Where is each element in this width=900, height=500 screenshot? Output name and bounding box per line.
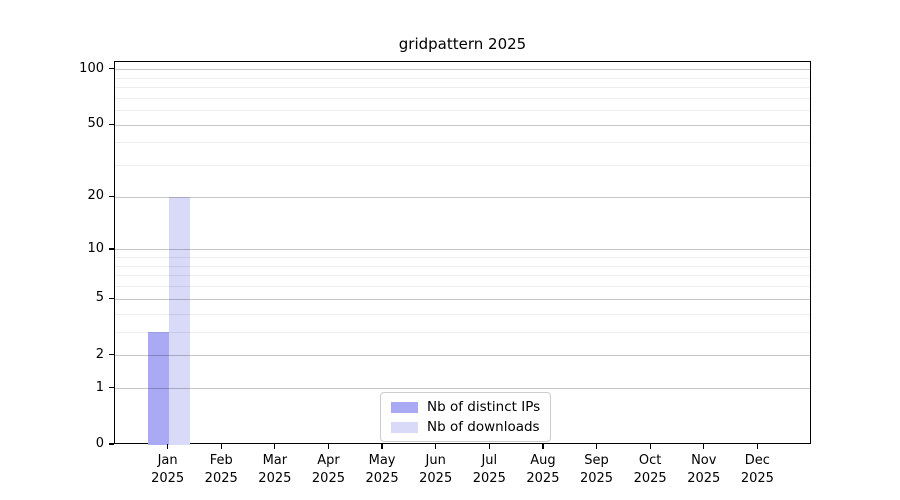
- gridline-major: [115, 124, 810, 126]
- gridline-major: [115, 298, 810, 300]
- x-tick-label: Mar 2025: [258, 453, 292, 486]
- gridline-minor: [115, 87, 810, 89]
- y-tick-mark: [109, 443, 114, 445]
- x-tick-label: Nov 2025: [687, 453, 721, 486]
- gridline-minor: [115, 165, 810, 167]
- chart-title: gridpattern 2025: [398, 35, 527, 53]
- x-tick-label: Feb 2025: [204, 453, 238, 486]
- x-tick-mark: [703, 444, 705, 449]
- y-tick-label: 0: [95, 436, 104, 451]
- gridline-minor: [115, 331, 810, 333]
- y-tick-mark: [109, 354, 114, 356]
- plot-area: [114, 61, 811, 445]
- x-tick-label: Sep 2025: [579, 453, 614, 486]
- y-tick-label: 5: [95, 290, 104, 306]
- y-tick-mark: [109, 248, 114, 250]
- legend: Nb of distinct IPs Nb of downloads: [380, 392, 552, 442]
- legend-swatch-downloads: [391, 421, 418, 433]
- x-tick-mark: [542, 444, 544, 449]
- x-tick-mark: [166, 444, 169, 449]
- gridline-major: [115, 69, 810, 71]
- gridline-minor: [115, 313, 810, 315]
- gridline-major: [115, 388, 810, 390]
- gridline-minor: [115, 286, 810, 288]
- gridline-minor: [115, 257, 810, 259]
- y-tick-label: 20: [87, 188, 104, 204]
- legend-item: Nb of downloads: [391, 419, 540, 435]
- x-tick-mark: [327, 444, 330, 449]
- gridline-minor: [115, 275, 810, 277]
- x-tick-label: Dec 2025: [740, 453, 774, 486]
- y-tick-label: 10: [87, 240, 104, 256]
- y-tick-label: 1: [95, 379, 104, 395]
- y-tick-mark: [109, 68, 114, 70]
- y-tick-label: 50: [87, 116, 104, 132]
- x-tick-label: May 2025: [365, 453, 399, 486]
- x-tick-mark: [649, 444, 651, 449]
- x-tick-label: Oct 2025: [633, 453, 667, 486]
- x-tick-mark: [274, 444, 276, 449]
- x-tick-mark: [595, 444, 598, 449]
- x-tick-label: Apr 2025: [311, 453, 345, 486]
- gridline-minor: [115, 142, 810, 144]
- x-tick-mark: [435, 444, 437, 449]
- x-tick-label: Aug 2025: [526, 453, 560, 486]
- x-tick-label: Jan 2025: [151, 453, 185, 486]
- gridline-major: [115, 196, 810, 198]
- bar-downloads: [168, 197, 190, 445]
- x-tick-mark: [756, 444, 759, 449]
- legend-swatch-distinct-ips: [391, 401, 418, 413]
- y-tick-label: 100: [79, 60, 104, 76]
- y-tick-mark: [109, 195, 114, 198]
- gridline-major: [115, 249, 810, 251]
- legend-label: Nb of distinct IPs: [427, 399, 541, 415]
- legend-item: Nb of distinct IPs: [391, 399, 540, 415]
- gridline-minor: [115, 77, 810, 79]
- grid-layer: [115, 62, 810, 443]
- y-tick-label: 2: [95, 346, 104, 362]
- y-tick-mark: [109, 386, 114, 389]
- x-tick-mark: [381, 444, 383, 449]
- y-tick-mark: [109, 123, 114, 125]
- x-tick-label: Jun 2025: [419, 453, 453, 486]
- legend-label: Nb of downloads: [427, 419, 540, 435]
- bar-distinct-ips: [147, 332, 169, 445]
- gridline-minor: [115, 265, 810, 267]
- gridline-minor: [115, 110, 810, 112]
- bars-layer: [115, 62, 810, 445]
- x-tick-mark: [220, 444, 222, 449]
- gridline-minor: [115, 97, 810, 99]
- x-tick-mark: [488, 444, 490, 449]
- x-tick-label: Jul 2025: [472, 453, 506, 486]
- gridline-major: [115, 355, 810, 357]
- y-tick-mark: [109, 297, 114, 299]
